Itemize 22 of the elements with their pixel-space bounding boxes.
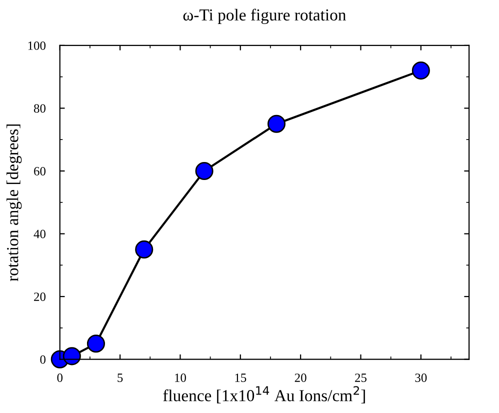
- x-tick-label: 20: [294, 374, 306, 382]
- x-tick-label: 5: [118, 374, 123, 382]
- y-tick-label: 60: [34, 167, 46, 176]
- x-tick-label: 25: [355, 374, 367, 382]
- y-tick-label: 80: [34, 104, 46, 113]
- y-axis-title: rotation angle [degrees]: [6, 124, 22, 282]
- point: [135, 240, 154, 258]
- chart-title: ω-Ti pole figure rotation: [183, 8, 346, 24]
- point: [86, 334, 106, 353]
- y-tick-label: 20: [34, 292, 46, 301]
- point: [267, 114, 286, 133]
- x-tick-label: 30: [415, 374, 427, 382]
- point: [412, 62, 430, 80]
- y-tick-label: 0: [40, 355, 46, 364]
- point: [62, 347, 81, 366]
- point: [195, 162, 214, 180]
- y-tick-label: 40: [34, 230, 46, 238]
- x-tick-label: 10: [175, 374, 186, 382]
- x-tick-label: 0: [57, 374, 63, 382]
- y-tick-label: 100: [28, 41, 46, 50]
- x-axis-title: fluence [1x10$^{14}$ Au Ions/cm$^{2}$]: [163, 386, 365, 404]
- x-tick-label: 15: [235, 374, 246, 382]
